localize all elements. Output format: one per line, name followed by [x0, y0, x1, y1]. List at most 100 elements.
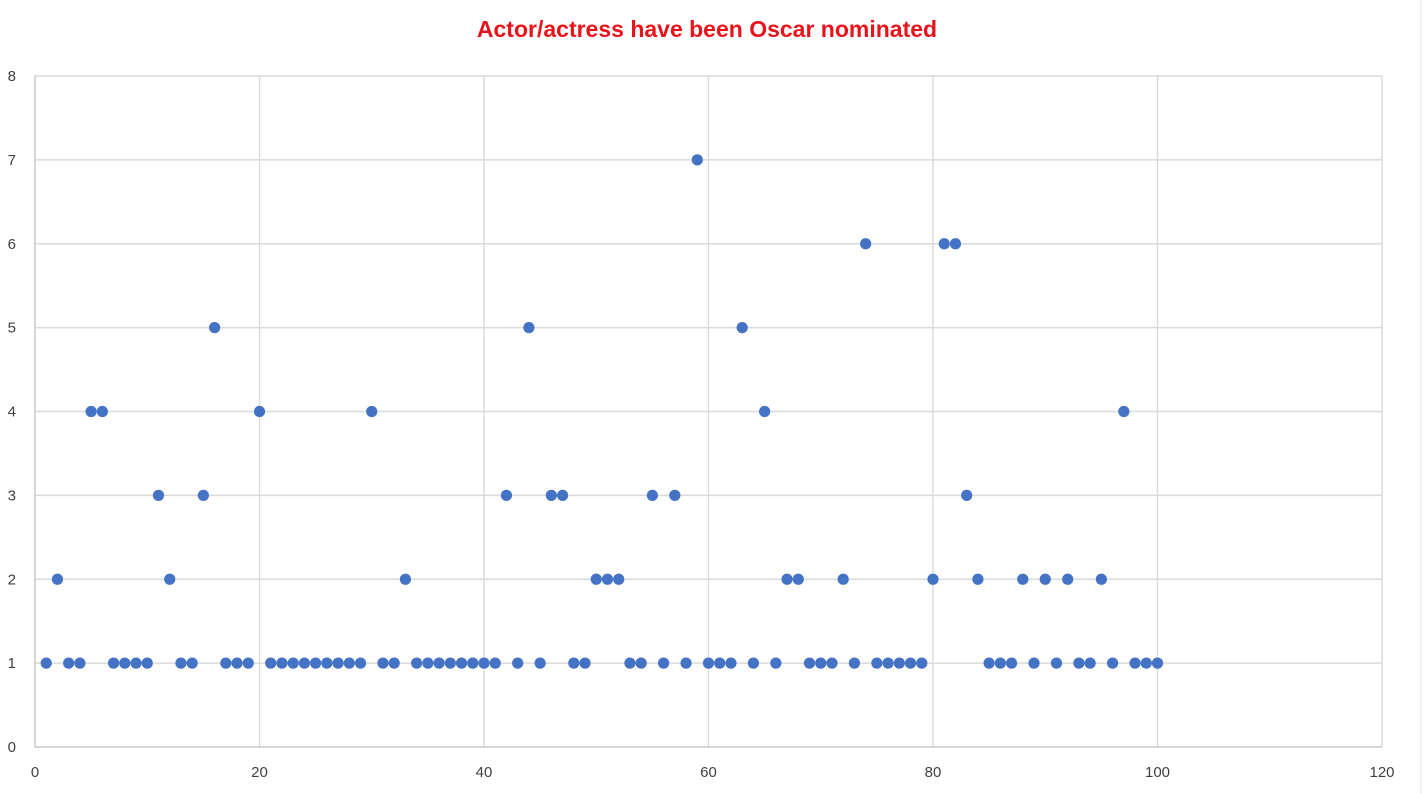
data-point — [186, 657, 198, 669]
data-point — [1028, 657, 1040, 669]
data-point — [860, 238, 872, 250]
data-point — [411, 657, 423, 669]
data-point — [736, 322, 748, 334]
data-point — [1073, 657, 1085, 669]
data-point — [1039, 573, 1051, 585]
data-point — [893, 657, 905, 669]
y-tick-label: 8 — [8, 68, 16, 85]
data-point — [500, 489, 513, 501]
data-point — [310, 657, 322, 669]
data-point — [658, 657, 670, 669]
data-point — [646, 489, 658, 501]
data-point — [601, 573, 614, 585]
data-point — [983, 657, 995, 669]
data-point — [1107, 657, 1119, 669]
data-point — [354, 657, 367, 669]
data-point — [725, 657, 737, 669]
data-point — [242, 657, 254, 669]
data-point — [702, 657, 715, 669]
y-tick-label: 1 — [8, 655, 16, 672]
data-point — [467, 657, 479, 669]
data-point — [253, 405, 266, 418]
data-point — [994, 657, 1006, 669]
data-point — [63, 657, 75, 669]
data-point — [568, 657, 580, 669]
data-point — [512, 657, 524, 669]
data-point — [1118, 405, 1130, 418]
data-point — [1095, 573, 1107, 585]
data-point — [489, 657, 501, 669]
data-point — [119, 657, 131, 669]
data-point — [1017, 573, 1029, 585]
data-point — [523, 322, 535, 334]
data-point — [803, 657, 816, 669]
data-point — [321, 657, 333, 669]
data-point — [287, 657, 299, 669]
data-point — [624, 657, 636, 669]
y-tick-label: 2 — [8, 571, 16, 588]
y-tick-label: 3 — [8, 487, 16, 504]
data-point — [366, 405, 378, 418]
data-point — [433, 657, 445, 669]
data-point — [545, 489, 557, 501]
y-tick-label: 0 — [8, 739, 16, 756]
data-point — [276, 657, 288, 669]
data-point — [51, 573, 64, 585]
data-point — [220, 657, 232, 669]
data-point — [556, 489, 569, 501]
data-point — [152, 489, 165, 501]
data-point — [579, 657, 591, 669]
data-point — [175, 657, 187, 669]
data-point — [343, 657, 355, 669]
data-point — [332, 657, 344, 669]
data-point — [680, 657, 692, 669]
data-point — [949, 238, 962, 250]
data-point — [231, 657, 243, 669]
data-point — [455, 657, 468, 669]
x-tick-label: 60 — [700, 764, 717, 781]
data-point — [916, 657, 928, 669]
data-point — [815, 657, 827, 669]
data-point — [388, 657, 400, 669]
axes — [34, 0, 1422, 794]
x-tick-label: 0 — [31, 764, 39, 781]
x-tick-label: 100 — [1145, 764, 1170, 781]
data-points — [40, 154, 1164, 669]
data-point — [1062, 573, 1074, 585]
data-point — [613, 573, 625, 585]
data-point — [74, 657, 86, 669]
data-point — [197, 489, 209, 501]
data-point — [534, 657, 546, 669]
x-tick-label: 40 — [476, 764, 493, 781]
gridlines — [35, 75, 1383, 747]
data-point — [792, 573, 804, 585]
data-point — [265, 657, 277, 669]
data-point — [848, 657, 861, 669]
data-point — [1005, 657, 1018, 669]
data-point — [837, 573, 849, 585]
data-point — [164, 573, 176, 585]
data-point — [422, 657, 434, 669]
x-tick-label: 120 — [1369, 764, 1394, 781]
data-point — [478, 657, 490, 669]
data-point — [927, 573, 939, 585]
data-point — [444, 657, 456, 669]
chart-title: Actor/actress have been Oscar nominated — [477, 16, 937, 42]
x-tick-label: 80 — [925, 764, 942, 781]
data-point — [691, 154, 703, 166]
data-point — [1151, 657, 1164, 669]
data-point — [85, 405, 97, 418]
data-point — [399, 573, 412, 585]
data-point — [1084, 657, 1096, 669]
y-tick-label: 4 — [8, 404, 16, 421]
data-point — [40, 657, 52, 669]
data-point — [972, 573, 984, 585]
data-point — [826, 657, 838, 669]
data-point — [96, 405, 108, 418]
data-point — [209, 322, 221, 334]
data-point — [871, 657, 883, 669]
data-point — [759, 405, 771, 418]
data-point — [938, 238, 950, 250]
